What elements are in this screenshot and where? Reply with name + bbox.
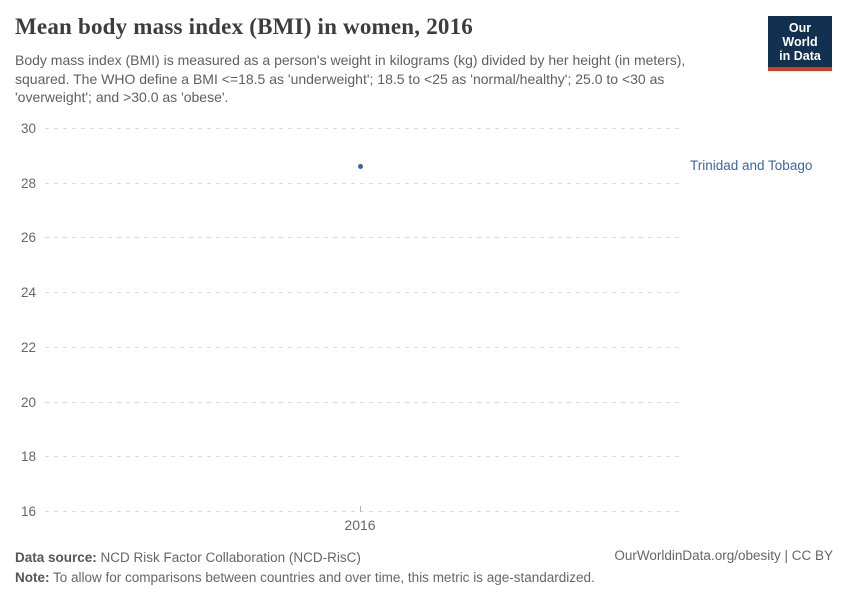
gridline-y-18 [45, 456, 683, 457]
note-line: Note: To allow for comparisons between c… [15, 568, 595, 588]
data-point-trinidad-and-tobago[interactable] [358, 164, 363, 169]
y-axis-tick-label: 18 [20, 449, 36, 464]
x-axis-tick-mark [360, 506, 361, 512]
gridline-y-24 [45, 292, 683, 293]
gridline-y-20 [45, 402, 683, 403]
y-axis-tick-label: 28 [20, 176, 36, 191]
note-text: To allow for comparisons between countri… [49, 570, 595, 585]
note-label: Note: [15, 570, 50, 585]
gridline-y-28 [45, 183, 683, 184]
chart-footer: Data source: NCD Risk Factor Collaborati… [15, 548, 595, 588]
y-axis-tick-label: 26 [20, 230, 36, 245]
owid-logo: Our World in Data [768, 16, 832, 71]
owid-logo-line2: in Data [779, 49, 821, 63]
y-axis-tick-label: 22 [20, 340, 36, 355]
gridline-y-26 [45, 237, 683, 238]
gridline-y-16 [45, 511, 683, 512]
page-title: Mean body mass index (BMI) in women, 201… [15, 14, 474, 39]
data-source-text: NCD Risk Factor Collaboration (NCD-RisC) [96, 550, 361, 565]
chart-subtitle: Body mass index (BMI) is measured as a p… [15, 52, 686, 105]
y-axis-tick-label: 30 [20, 121, 36, 136]
data-source-line: Data source: NCD Risk Factor Collaborati… [15, 548, 595, 568]
entity-label-trinidad-and-tobago[interactable]: Trinidad and Tobago [690, 158, 813, 173]
data-source-label: Data source: [15, 550, 97, 565]
owid-citation-link[interactable]: OurWorldinData.org/obesity | CC BY [614, 548, 833, 563]
x-axis-tick-label: 2016 [344, 517, 376, 533]
gridline-y-30 [45, 128, 683, 129]
y-axis-tick-label: 24 [20, 285, 36, 300]
y-axis-tick-label: 16 [20, 504, 36, 519]
gridline-y-22 [45, 347, 683, 348]
y-axis-tick-label: 20 [20, 395, 36, 410]
owid-logo-line1: Our World [782, 21, 818, 49]
